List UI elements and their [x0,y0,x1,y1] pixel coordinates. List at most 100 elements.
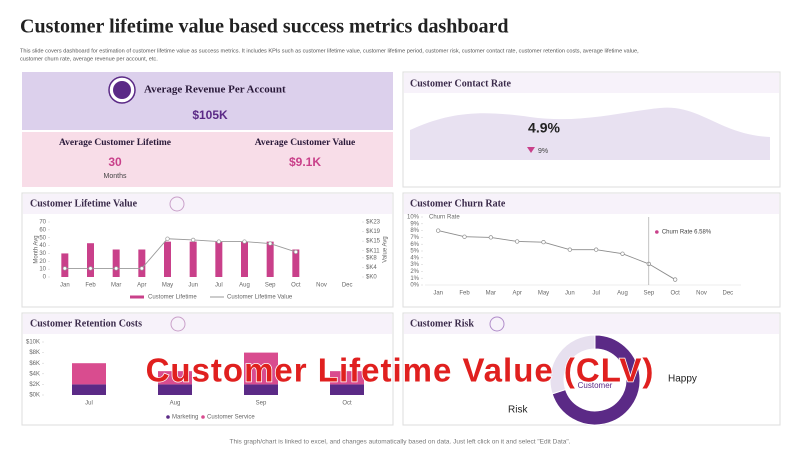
annotation: Churn Rate 6.58% [662,230,712,236]
y-tick-label: 5% [410,249,419,255]
y-tick-label: $K8 [366,255,377,261]
donut-segment [551,334,641,426]
panel-title: Customer Contact Rate [410,78,511,89]
bar-segment [330,384,364,395]
kpi-value: $9.1K [289,155,321,169]
legend-label: Marketing [172,415,198,421]
icon [113,81,131,99]
y-tick-label: 60 [39,227,46,233]
line [438,230,676,280]
arpa-panel [22,72,393,130]
y-tick-label: $6K [29,361,40,367]
x-tick-label: Nov [316,283,327,289]
bar [164,241,171,277]
overlay-text: Customer Lifetime Value (CLV) [146,352,655,389]
y-tick-label: $K19 [366,229,381,235]
point [62,266,67,271]
x-tick-label: Jan [60,283,70,289]
x-tick-label: Jun [188,283,198,289]
donut-label: Risk [508,405,528,416]
donut-center: Customer [578,381,613,390]
panel-title: Customer Lifetime Value [30,198,138,209]
bar [112,249,120,277]
y-tick-label: $10K [26,340,40,346]
x-tick-label: Feb [459,291,470,297]
x-tick-label: Jan [433,291,443,297]
x-tick-label: Oct [342,401,352,407]
kpi-label: Average Revenue Per Account [144,84,286,96]
bar [266,241,274,277]
legend-label: Churn Rate [429,215,460,221]
charts: Customer Lifetime Value Jan Feb Mar Apr May Ju… [26,198,741,426]
x-tick-label: Jul [592,291,600,297]
point [515,239,520,244]
description: This slide covers dashboard for estimati… [20,48,639,54]
point [541,240,546,245]
y-tick-label: 50 [39,235,46,241]
y-tick-label: 6% [410,242,419,248]
legend-swatch [130,295,144,299]
x-tick-label: Mar [486,291,496,297]
y-tick-label: 10% [407,215,420,221]
x-tick-label: Jul [85,401,93,407]
bar [189,241,197,277]
bar [241,241,248,277]
point [488,235,493,240]
point [594,247,599,252]
line [64,238,296,269]
panel-title: Customer Retention Costs [30,318,142,329]
point [462,234,467,239]
panel-header [404,194,779,214]
kpi-label: Average Customer Lifetime [59,138,171,148]
point [567,247,572,252]
annotation-dot [655,230,659,234]
y-tick-label: 8% [410,228,419,234]
point [242,239,247,244]
y-tick-label: 20 [39,259,46,265]
icon [169,196,185,212]
point [216,239,221,244]
x-tick-label: Feb [85,283,96,289]
legend-dot [166,415,170,419]
y-tick-label: 2% [410,269,419,275]
y-tick-label: 40 [39,243,46,249]
x-tick-label: Dec [722,291,733,297]
x-tick-label: Nov [696,291,707,297]
x-tick-label: Mar [111,283,121,289]
y-tick-label: 0% [410,283,419,289]
page-title: Customer lifetime value based success me… [20,16,508,38]
point [436,228,441,233]
point [139,266,144,271]
x-tick-label: Oct [291,283,301,289]
donut-label: Happy [668,374,697,385]
y-tick-label: 0 [43,275,47,281]
footer: This graph/chart is linked to excel, and… [230,439,571,446]
y-tick-label: $0K [29,393,40,399]
bar-segment [72,363,106,385]
point [673,277,678,282]
kpi-label: Average Customer Value [255,138,355,148]
description: customer churn rate, average revenue per… [20,56,158,62]
bar [215,241,223,277]
bar-segment [158,371,192,385]
bar [292,249,300,277]
x-tick-label: Aug [239,283,250,289]
bar-segment [72,384,106,395]
y-tick-label: 9% [410,221,419,227]
bar-segment [244,352,278,385]
lifetime-panel [22,132,393,187]
x-tick-label: Sep [256,401,267,407]
bar [138,249,146,277]
kpi-value: 30 [108,155,122,169]
point [268,241,273,246]
y-tick-label: $K11 [366,248,380,254]
panel-header [404,314,779,334]
y-tick-label: $8K [29,350,40,356]
bar [87,243,94,277]
legend-label: Customer Lifetime Value [227,295,293,301]
x-tick-label: Jun [565,291,575,297]
icon [170,316,186,332]
y-tick-label: $K4 [366,265,377,271]
legend-label: Customer Lifetime [148,295,197,301]
